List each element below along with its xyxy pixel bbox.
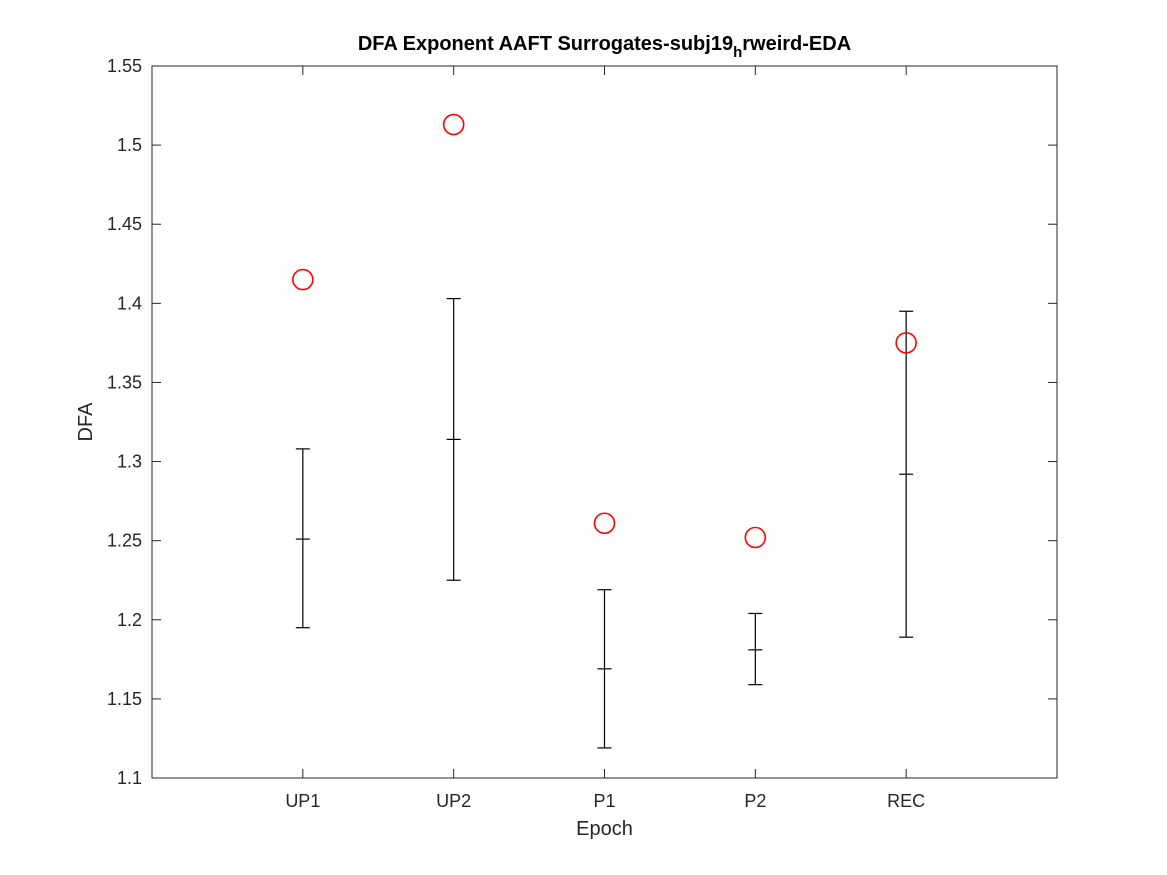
marker-up1	[292, 268, 314, 291]
x-tick-label: P1	[593, 791, 615, 811]
marker-series	[292, 113, 917, 549]
y-tick-label: 1.55	[107, 56, 142, 76]
chart-title: DFA Exponent AAFT Surrogates-subj19hrwei…	[358, 33, 851, 61]
x-tick-label: P2	[744, 791, 766, 811]
errorbar-up1	[295, 448, 310, 629]
errorbar-up2	[446, 297, 461, 581]
errorbar-p1	[597, 589, 612, 749]
y-tick-label: 1.3	[117, 452, 142, 472]
errorbar-series	[295, 297, 914, 749]
y-tick-label: 1.5	[117, 135, 142, 155]
y-tick-label: 1.4	[117, 293, 142, 313]
y-tick-label: 1.25	[107, 531, 142, 551]
y-tick-label: 1.45	[107, 214, 142, 234]
marker-p1	[593, 512, 616, 535]
x-tick-label: REC	[887, 791, 925, 811]
errorbar-rec	[899, 310, 914, 638]
y-axis-ticks: 1.1 1.15 1.2 1.25 1.3 1.35 1.4 1.45 1.5 1.55	[107, 56, 1057, 788]
x-axis-ticks: UP1 UP2 P1 P2 REC	[285, 66, 925, 811]
x-tick-label: UP1	[285, 791, 320, 811]
marker-up2	[442, 113, 465, 136]
x-axis-label: Epoch	[576, 818, 633, 840]
y-tick-label: 1.15	[107, 689, 142, 709]
x-tick-label: UP2	[436, 791, 471, 811]
y-tick-label: 1.1	[117, 768, 142, 788]
y-tick-label: 1.2	[117, 610, 142, 630]
errorbar-p2	[748, 612, 763, 686]
marker-p2	[744, 526, 767, 549]
y-tick-label: 1.35	[107, 372, 142, 392]
y-axis-label: DFA	[75, 402, 97, 442]
marker-rec	[895, 332, 917, 354]
